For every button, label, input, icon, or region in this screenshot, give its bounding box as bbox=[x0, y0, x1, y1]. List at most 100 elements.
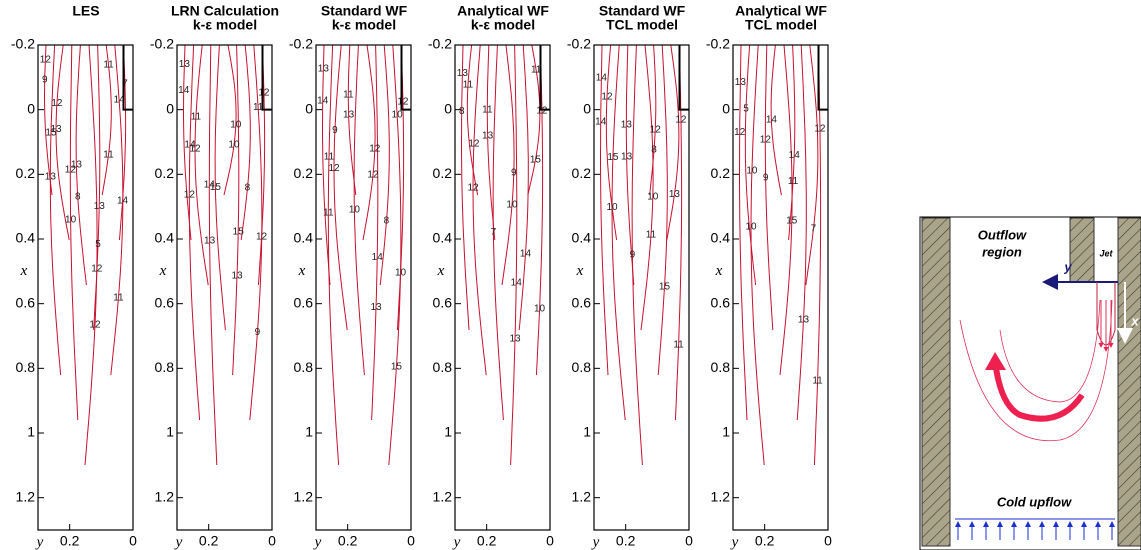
y-tick-label: 0.2 bbox=[155, 165, 175, 181]
contour-label: 15 bbox=[210, 182, 222, 193]
contour-line bbox=[535, 44, 544, 376]
contour-label: 14 bbox=[204, 180, 216, 191]
contour-label: 12 bbox=[40, 55, 52, 66]
contour-line bbox=[223, 44, 237, 196]
y-tick-label: 0 bbox=[27, 100, 35, 116]
x-tick-label: 0.2 bbox=[477, 533, 497, 549]
y-tick-label: 0.8 bbox=[433, 359, 453, 375]
x-axis-label: y bbox=[452, 534, 461, 550]
y-axis-label: x bbox=[298, 263, 306, 279]
y-tick-label: 1 bbox=[27, 424, 35, 440]
contour-label: 14 bbox=[789, 150, 801, 161]
panel-title: k-ε model bbox=[193, 17, 257, 33]
upflow-arrows bbox=[955, 521, 1115, 540]
panel-title: Standard WF bbox=[321, 3, 408, 19]
contour-line bbox=[49, 44, 62, 376]
contour-label: 9 bbox=[511, 168, 517, 179]
contour-label: 12 bbox=[65, 165, 77, 176]
contour-label: 10 bbox=[230, 120, 242, 131]
x-tick-label: 0 bbox=[129, 533, 137, 549]
contour-line bbox=[796, 44, 807, 421]
contour-label: 11 bbox=[463, 80, 474, 91]
y-tick-label: 0.6 bbox=[572, 294, 592, 310]
right-wall bbox=[1117, 217, 1141, 547]
contour-label: 15 bbox=[233, 227, 245, 238]
y-tick-label: 1.2 bbox=[433, 488, 453, 504]
contour-line bbox=[371, 44, 379, 421]
contour-label: 12 bbox=[51, 98, 63, 109]
contour-label: 12 bbox=[189, 144, 201, 155]
left-wall bbox=[921, 217, 951, 547]
contour-label: 12 bbox=[91, 264, 103, 275]
y-tick-label: 0.6 bbox=[16, 294, 36, 310]
x-tick-label: 0.2 bbox=[60, 533, 80, 549]
contour-label: 11 bbox=[103, 150, 114, 161]
contour-label: 11 bbox=[253, 102, 264, 113]
y-tick-label: 0 bbox=[444, 100, 452, 116]
contour-label: 10 bbox=[746, 166, 758, 177]
y-tick-label: 0.2 bbox=[711, 165, 731, 181]
contour-label: 15 bbox=[391, 362, 403, 373]
y-tick-label: 0.4 bbox=[433, 230, 453, 246]
x-tick-label: 0.2 bbox=[199, 533, 219, 549]
contour-label: 11 bbox=[812, 376, 823, 387]
contour-label: 10 bbox=[392, 110, 404, 121]
contour-label: 14 bbox=[372, 252, 384, 263]
contour-label: 12 bbox=[328, 163, 340, 174]
x-tick-label: 0 bbox=[685, 533, 693, 549]
contour-line bbox=[347, 44, 357, 196]
contour-line bbox=[666, 44, 680, 241]
y-tick-label: -0.2 bbox=[567, 36, 591, 52]
y-axis-label: x bbox=[159, 263, 167, 279]
contour-line bbox=[75, 44, 87, 286]
x-label: x bbox=[1130, 313, 1139, 328]
y-axis-label: x bbox=[20, 263, 28, 279]
contour-label: 12 bbox=[89, 320, 101, 331]
contour-label: 9 bbox=[763, 173, 769, 184]
contour-label: 7 bbox=[811, 224, 817, 235]
contour-label: 8 bbox=[384, 216, 390, 227]
contour-label: 10 bbox=[65, 215, 77, 226]
jet-wall bbox=[122, 45, 133, 111]
contour-label: 13 bbox=[50, 124, 62, 135]
panel-title: k-ε model bbox=[332, 17, 396, 33]
y-tick-label: 1 bbox=[166, 424, 174, 440]
panel-title: Analytical WF bbox=[735, 3, 827, 19]
jet-wall bbox=[678, 45, 689, 111]
x-axis-label: y bbox=[35, 534, 44, 550]
contour-line bbox=[657, 44, 668, 376]
contour-line bbox=[194, 44, 209, 286]
contour-label: 12 bbox=[650, 125, 662, 136]
contour-label: 13 bbox=[179, 59, 191, 70]
contour-label: 14 bbox=[520, 249, 532, 260]
contour-line bbox=[232, 44, 240, 376]
contour-line bbox=[649, 44, 657, 196]
y-tick-label: 0.8 bbox=[155, 359, 175, 375]
contour-label: 9 bbox=[255, 327, 261, 338]
contour-label: 11 bbox=[482, 105, 493, 116]
y-tick-label: 0.2 bbox=[294, 165, 314, 181]
jet-wall bbox=[400, 45, 411, 111]
contour-label: 14 bbox=[511, 278, 523, 289]
contour-label: 13 bbox=[370, 302, 382, 313]
contour-line bbox=[353, 44, 365, 376]
y-axis-label: x bbox=[576, 263, 584, 279]
contour-line bbox=[101, 44, 112, 196]
contour-label: 5 bbox=[743, 104, 749, 115]
contour-line bbox=[362, 44, 376, 241]
contour-line bbox=[600, 44, 609, 376]
plot-frame bbox=[315, 44, 412, 531]
contour-label: 13 bbox=[343, 110, 355, 121]
contour-label: 11 bbox=[646, 230, 657, 241]
contour-label: 11 bbox=[103, 60, 114, 71]
contour-label: 11 bbox=[788, 176, 799, 187]
contour-label: 7 bbox=[491, 227, 497, 238]
recirculation-head bbox=[985, 352, 1006, 370]
contour-line bbox=[84, 44, 98, 466]
y-tick-label: 0.2 bbox=[433, 165, 453, 181]
contour-label: 12 bbox=[184, 190, 196, 201]
jet-wall bbox=[1069, 217, 1095, 283]
contour-label: 11 bbox=[323, 208, 334, 219]
contour-label: 13 bbox=[735, 77, 747, 88]
